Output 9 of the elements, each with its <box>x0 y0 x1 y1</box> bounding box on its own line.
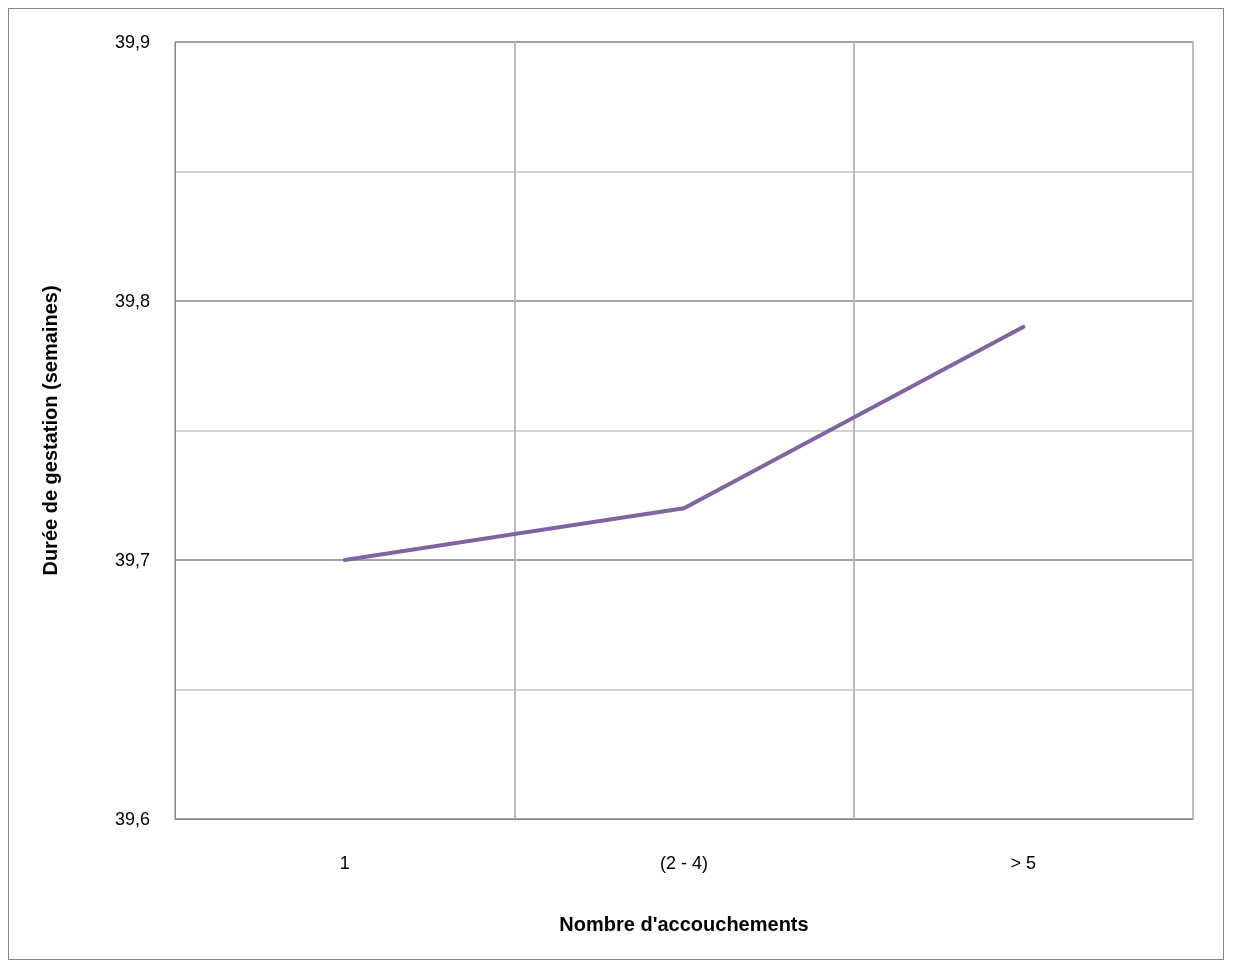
x-tick-label: > 5 <box>1010 853 1037 873</box>
x-tick-label: (2 - 4) <box>659 853 709 873</box>
y-tick-label: 39,9 <box>114 32 150 52</box>
y-tick-label: 39,8 <box>114 291 150 311</box>
y-tick-label: 39,6 <box>114 809 150 829</box>
y-tick-label: 39,7 <box>114 550 150 570</box>
x-axis-title: Nombre d'accouchements <box>559 913 809 935</box>
x-tick-label: 1 <box>339 853 350 873</box>
y-axis-title: Durée de gestation (semaines) <box>39 285 61 576</box>
